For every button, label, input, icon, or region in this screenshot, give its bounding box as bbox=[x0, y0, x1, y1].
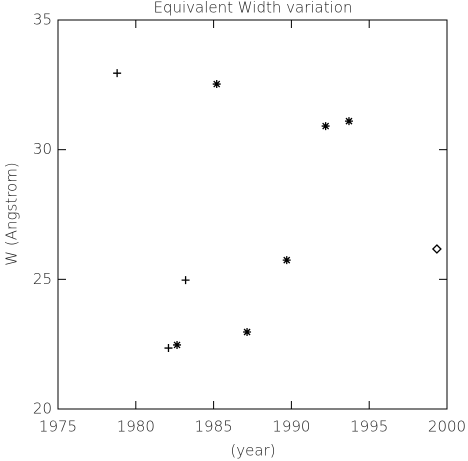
chart-title: Equivalent Width variation bbox=[154, 0, 353, 17]
y-tick-label: 35 bbox=[33, 11, 52, 29]
point bbox=[321, 122, 330, 131]
point bbox=[173, 340, 182, 349]
x-tick-label: 1980 bbox=[117, 418, 155, 436]
x-tick-label: 1995 bbox=[350, 418, 388, 436]
x-tick-label: 1985 bbox=[195, 418, 233, 436]
point bbox=[344, 117, 353, 126]
point bbox=[181, 276, 190, 285]
point bbox=[164, 344, 173, 353]
x-tick-label: 1990 bbox=[272, 418, 310, 436]
point bbox=[243, 327, 252, 336]
x-tick-label: 2000 bbox=[428, 418, 466, 436]
x-tick-label: 1975 bbox=[39, 418, 77, 436]
y-tick-label: 20 bbox=[33, 400, 52, 418]
y-axis-label: W (Angstrom) bbox=[3, 162, 21, 265]
plot-frame bbox=[57, 19, 448, 410]
x-axis-label: (year) bbox=[230, 442, 275, 460]
y-tick-label: 25 bbox=[33, 270, 52, 288]
point bbox=[113, 69, 122, 78]
point bbox=[282, 256, 291, 265]
point bbox=[212, 80, 221, 89]
point bbox=[431, 244, 442, 254]
y-tick-label: 30 bbox=[33, 140, 52, 158]
